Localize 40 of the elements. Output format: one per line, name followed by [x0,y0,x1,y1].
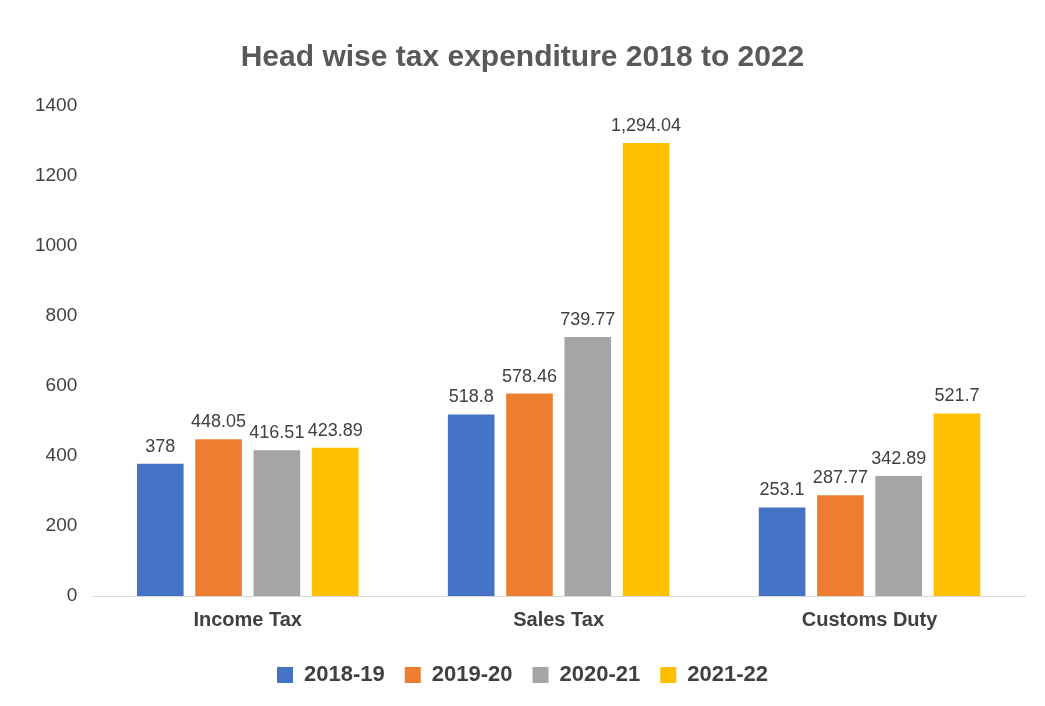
x-tick-label: Income Tax [193,607,302,630]
data-label: 287.77 [812,467,868,488]
bar [195,439,242,596]
bar [447,414,495,596]
y-tick-label: 1000 [34,234,78,256]
legend-label: 2021-22 [687,661,768,687]
bar [817,495,864,596]
data-label: 342.89 [871,447,927,468]
data-label: 521.7 [934,385,980,406]
bar [875,475,923,596]
data-label: 578.46 [501,365,558,386]
data-label: 416.51 [249,422,305,443]
bar [253,450,301,596]
data-label: 518.8 [448,386,494,407]
data-label: 423.89 [307,419,363,440]
bar [564,337,612,596]
y-tick-label: 800 [45,304,78,326]
data-label: 739.77 [560,309,616,330]
y-tick-label: 1400 [34,94,78,116]
x-tick-label: Sales Tax [513,607,605,630]
bar [622,143,670,596]
y-tick-label: 0 [66,584,78,606]
bar [311,447,359,596]
x-tick-label: Customs Duty [801,607,939,630]
bar [933,413,981,596]
y-tick-label: 1200 [34,164,78,186]
data-label: 378 [145,435,176,456]
data-label: 1,294.04 [611,115,682,136]
chart-title: Head wise tax expenditure 2018 to 2022 [240,39,805,73]
bar [506,393,553,596]
y-tick-label: 400 [45,444,78,466]
legend-label: 2020-21 [559,661,641,687]
bar [136,463,184,596]
y-tick-label: 200 [45,514,78,536]
legend-label: 2019-20 [431,661,513,687]
legend-label: 2018-19 [304,661,385,687]
data-label: 448.05 [191,411,247,432]
data-label: 253.1 [759,479,805,500]
bar [758,507,806,596]
y-tick-label: 600 [45,374,78,396]
